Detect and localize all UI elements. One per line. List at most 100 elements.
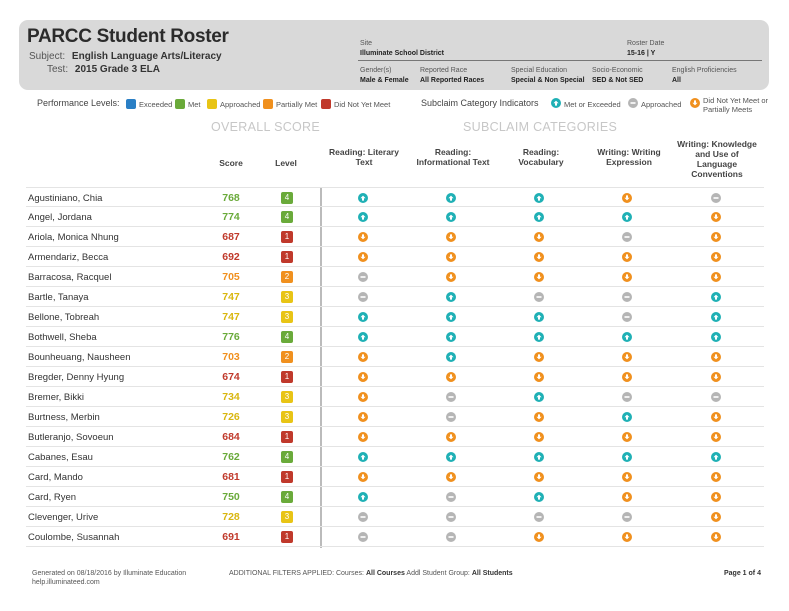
student-name: Bothwell, Sheba [28, 332, 97, 343]
not-met-icon [622, 252, 632, 262]
filters-label: ADDITIONAL FILTERS APPLIED: [229, 570, 335, 577]
sped-field: Special Education Special & Non Special [511, 66, 585, 86]
approached-icon [711, 392, 721, 402]
courses-value: All Courses [365, 570, 405, 577]
not-met-icon [446, 232, 456, 242]
student-name: Card, Mando [28, 472, 83, 483]
met-exceeded-icon [534, 452, 544, 462]
test-value: 2015 Grade 3 ELA [74, 64, 160, 75]
student-name: Cabanes, Esau [28, 452, 93, 463]
approached-icon [358, 532, 368, 542]
student-name: Barracosa, Racquel [28, 272, 112, 283]
student-score: 705 [222, 271, 240, 283]
col-2-line-2: Informational Text [416, 157, 490, 167]
col-4-line-2: Expression [606, 157, 652, 167]
table-row: Bounheuang, Nausheen 703 2 [26, 347, 764, 367]
sped-label: Special Education [511, 67, 568, 74]
student-level-badge: 3 [281, 411, 293, 423]
approached-icon [622, 392, 632, 402]
student-name: Bremer, Bikki [28, 392, 84, 403]
met-exceeded-icon [534, 332, 544, 342]
col-3-line-2: Vocabulary [518, 157, 564, 167]
student-level-badge: 3 [281, 391, 293, 403]
student-name: Clevenger, Urive [28, 512, 99, 523]
table-row: Cabanes, Esau 762 4 [26, 447, 764, 467]
table-row: Clevenger, Urive 728 3 [26, 507, 764, 527]
overall-score-title: OVERALL SCORE [211, 120, 321, 134]
legend-label-partially-met: Partially Met [276, 100, 318, 109]
legend-approached-label: Approached [641, 100, 682, 109]
table-row: Bregder, Denny Hyung 674 1 [26, 367, 764, 387]
not-met-icon [358, 352, 368, 362]
student-name: Ariola, Monica Nhung [28, 232, 119, 243]
not-met-icon [534, 272, 544, 282]
subclaim-categories-title: SUBCLAIM CATEGORIES [463, 120, 618, 134]
footer-filters: ADDITIONAL FILTERS APPLIED: Courses: All… [229, 569, 513, 578]
table-row: Coulombe, Susannah 691 1 [26, 527, 764, 547]
not-met-icon [622, 193, 632, 203]
legend-not-met-label-line2: Partially Meets [703, 105, 753, 114]
student-name: Card, Ryen [28, 492, 77, 503]
student-name: Agustiniano, Chia [28, 193, 103, 204]
met-exceeded-icon [534, 212, 544, 222]
table-row: Card, Mando 681 1 [26, 467, 764, 487]
not-met-icon [358, 372, 368, 382]
legend-met-exceeded-label: Met or Exceeded [564, 100, 621, 109]
report-title: PARCC Student Roster [27, 26, 229, 47]
table-row: Barracosa, Racquel 705 2 [26, 267, 764, 287]
student-name: Armendariz, Becca [28, 252, 109, 263]
approached-icon [711, 193, 721, 203]
legend-met-exceeded-icon [551, 98, 562, 109]
met-exceeded-icon [622, 332, 632, 342]
student-level-badge: 1 [281, 251, 293, 263]
column-header-reading-vocabulary: Reading: Vocabulary [496, 147, 586, 167]
student-score: 684 [222, 431, 240, 443]
table-row: Bartle, Tanaya 747 3 [26, 287, 764, 307]
met-exceeded-icon [446, 292, 456, 302]
column-header-reading-literary: Reading: Literary Text [319, 147, 409, 167]
not-met-icon [446, 372, 456, 382]
not-met-icon [711, 512, 721, 522]
student-level-badge: 2 [281, 351, 293, 363]
roster-date-value: 15-16 | Y [627, 50, 656, 57]
website-text: help.illuminateed.com [32, 579, 100, 586]
student-level-badge: 1 [281, 531, 293, 543]
subclaim-indicators-label: Subclaim Category Indicators [421, 98, 539, 108]
col-1-line-2: Text [355, 157, 373, 167]
gender-value: Male & Female [360, 77, 409, 84]
approached-icon [622, 292, 632, 302]
not-met-icon [358, 432, 368, 442]
column-header-writing-expression: Writing: Writing Expression [584, 147, 674, 167]
legend-not-met-label: Did Not Yet Meet or Partially Meets [703, 96, 768, 114]
approached-icon [622, 232, 632, 242]
student-score: 674 [222, 371, 240, 383]
table-row: Agustiniano, Chia 768 4 [26, 187, 764, 207]
student-level-badge: 1 [281, 231, 293, 243]
approached-icon [358, 512, 368, 522]
met-exceeded-icon [711, 332, 721, 342]
subject-line: Subject: English Language Arts/Literacy [29, 51, 222, 62]
student-score: 768 [222, 192, 240, 204]
legend-label-met: Met [188, 100, 201, 109]
col-5-line-3: Language [696, 159, 738, 169]
not-met-icon [358, 392, 368, 402]
student-level-badge: 4 [281, 331, 293, 343]
race-label: Reported Race [420, 67, 468, 74]
met-exceeded-icon [446, 312, 456, 322]
student-score: 747 [222, 291, 240, 303]
approached-icon [534, 512, 544, 522]
not-met-icon [534, 372, 544, 382]
column-header-level: Level [275, 158, 297, 168]
not-met-icon [711, 232, 721, 242]
approached-icon [446, 512, 456, 522]
sped-value: Special & Non Special [511, 77, 585, 84]
table-row: Angel, Jordana 774 4 [26, 207, 764, 227]
not-met-icon [622, 472, 632, 482]
not-met-icon [711, 532, 721, 542]
not-met-icon [446, 432, 456, 442]
not-met-icon [534, 352, 544, 362]
ses-field: Socio-Economic SED & Not SED [592, 66, 643, 86]
not-met-icon [711, 432, 721, 442]
legend-approached-icon [628, 98, 639, 109]
not-met-icon [446, 472, 456, 482]
